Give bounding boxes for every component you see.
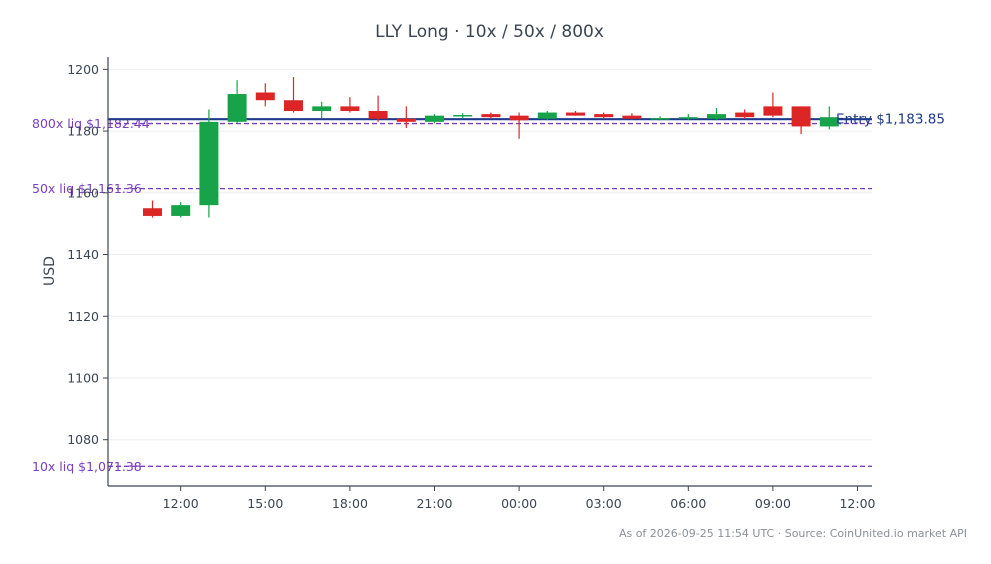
liquidation-label: 10x liq $1,071.38 [32, 459, 142, 474]
x-tick-label: 06:00 [670, 496, 706, 511]
candle-body [453, 115, 473, 117]
candle-body [707, 114, 726, 119]
candle-body [763, 106, 783, 116]
y-axis-label: USD [42, 256, 58, 286]
entry-label: Entry $1,183.85 [836, 112, 945, 128]
candle-body [255, 92, 275, 101]
y-tick-label: 1120 [67, 309, 99, 324]
gridlines [108, 68, 872, 441]
x-tick-label: 18:00 [332, 496, 368, 511]
candle-body [650, 118, 670, 120]
candle-body [678, 117, 698, 119]
y-tick-label: 1080 [67, 432, 99, 447]
x-tick-label: 09:00 [755, 496, 791, 511]
candle-body [509, 115, 529, 121]
candle-body [537, 112, 557, 119]
x-tick-label: 15:00 [247, 496, 283, 511]
candle-body [396, 118, 416, 122]
x-tick-label: 12:00 [163, 496, 199, 511]
candle-body [312, 106, 332, 112]
x-tick-label: 03:00 [586, 496, 622, 511]
candle-body [199, 121, 219, 206]
candle-body [284, 100, 303, 112]
y-tick-label: 1160 [67, 185, 99, 200]
candle-body [171, 205, 191, 216]
y-tick-label: 1140 [67, 247, 99, 262]
candle-body [340, 106, 360, 112]
candle-body [791, 106, 811, 127]
candle-body [622, 115, 642, 119]
x-tick-label: 12:00 [839, 496, 875, 511]
axes: 1080 1100 1120 1140 1160 1180 1200 12:00 15:00 18… [67, 57, 876, 511]
y-tick-label: 1100 [67, 370, 99, 385]
candle-body [594, 114, 614, 118]
x-tick-label: 00:00 [501, 496, 537, 511]
liquidation-label: 50x liq $1,161.36 [32, 181, 142, 196]
candles: Entry $1,183.85 [143, 77, 945, 218]
candle-body [227, 94, 247, 122]
candle-body [143, 208, 162, 216]
candle-body [481, 114, 501, 118]
candle-body [368, 111, 388, 119]
y-tick-label: 1180 [67, 124, 99, 139]
chart-title: LLY Long · 10x / 50x / 800x [375, 22, 604, 42]
candle-body [566, 112, 585, 116]
candle-body [735, 112, 755, 118]
candle-body [425, 115, 444, 122]
candle-body [819, 117, 839, 127]
y-tick-label: 1200 [67, 62, 99, 77]
x-tick-label: 21:00 [416, 496, 452, 511]
footer-note: As of 2026-09-25 11:54 UTC · Source: Coi… [619, 527, 967, 540]
